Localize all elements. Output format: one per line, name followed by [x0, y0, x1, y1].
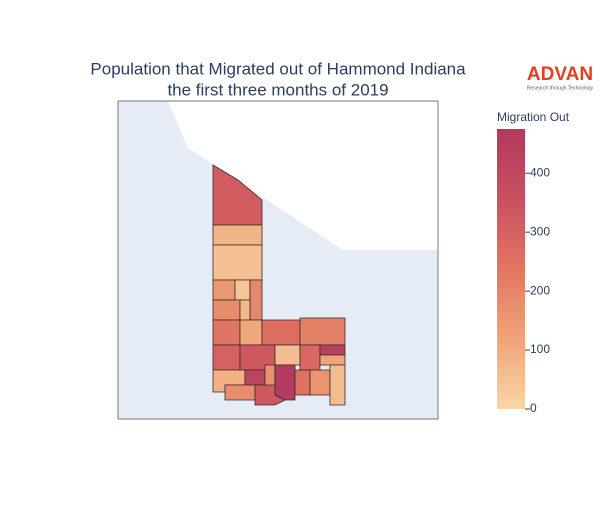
logo: ADVAN — [527, 64, 593, 85]
title-line: the first three months of 2019 — [167, 80, 388, 99]
region — [299, 344, 321, 371]
region — [329, 364, 346, 406]
region — [249, 279, 263, 321]
colorbar — [497, 129, 525, 409]
regions — [212, 164, 346, 406]
region — [212, 244, 263, 281]
map-frame — [117, 100, 439, 420]
region — [212, 279, 236, 301]
region — [309, 369, 331, 396]
region — [224, 384, 256, 401]
colorbar-tick-label: 0 — [530, 401, 537, 415]
colorbar-title: Migration Out — [497, 110, 570, 124]
region — [212, 299, 241, 321]
region — [244, 369, 266, 386]
region — [212, 344, 241, 371]
colorbar-tick-label: 400 — [530, 165, 550, 179]
colorbar-tick-label: 300 — [530, 224, 550, 238]
region — [274, 364, 296, 401]
region — [319, 344, 346, 356]
colorbar-tick-label: 100 — [530, 342, 550, 356]
region — [299, 317, 346, 346]
colorbar-tick-label: 200 — [530, 283, 550, 297]
region — [239, 299, 251, 321]
region — [234, 279, 251, 301]
region — [212, 164, 263, 226]
region — [274, 344, 301, 366]
region — [319, 354, 346, 366]
region — [212, 224, 263, 246]
logo-tagline: Research through Technology — [527, 85, 594, 91]
title-line: Population that Migrated out of Hammond … — [90, 59, 466, 78]
region — [212, 319, 241, 346]
region — [294, 369, 311, 396]
region — [239, 319, 263, 346]
land — [168, 101, 438, 250]
region — [254, 384, 286, 406]
region — [261, 319, 301, 346]
